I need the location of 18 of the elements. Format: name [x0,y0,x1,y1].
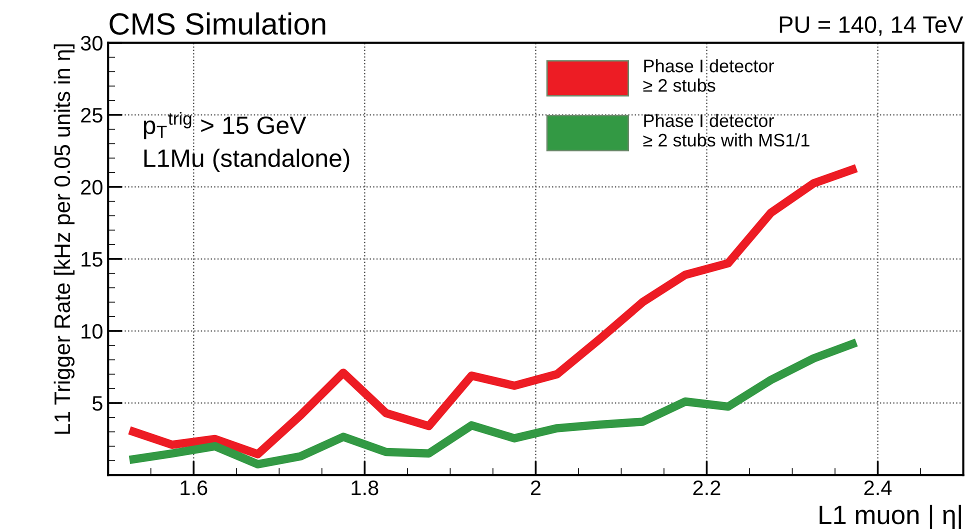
y-tick-label: 5 [92,396,102,411]
y-tick-label: 10 [82,324,102,339]
x-tick-label: 2.4 [864,480,892,495]
legend-label: Phase I detector ≥ 2 stubs with MS1/1 [643,114,810,147]
text: PU = 140, 14 TeV [780,16,964,36]
y-tick-label: 15 [82,252,102,267]
legend-label: Phase I detector ≥ 2 stubs [643,59,774,92]
chart-title: CMS Simulation [110,12,326,35]
x-tick-label: 1.8 [352,480,378,496]
annotation: L1Mu (standalone) [144,148,350,172]
y-tick-label: 20 [81,180,102,195]
y-axis-title: L1 Trigger Rate [kHz per 0.05 units in η] [54,44,75,434]
y-tick-label: 30 [80,36,102,51]
x-tick-label: 1.6 [180,480,208,496]
annotation: p$_{T}$$^{trig}$ > 15 GeV [144,112,306,140]
x-tick-label: 2.2 [693,480,720,495]
y-tick-label: 25 [81,108,102,123]
x-tick-label: 2 [530,480,540,495]
